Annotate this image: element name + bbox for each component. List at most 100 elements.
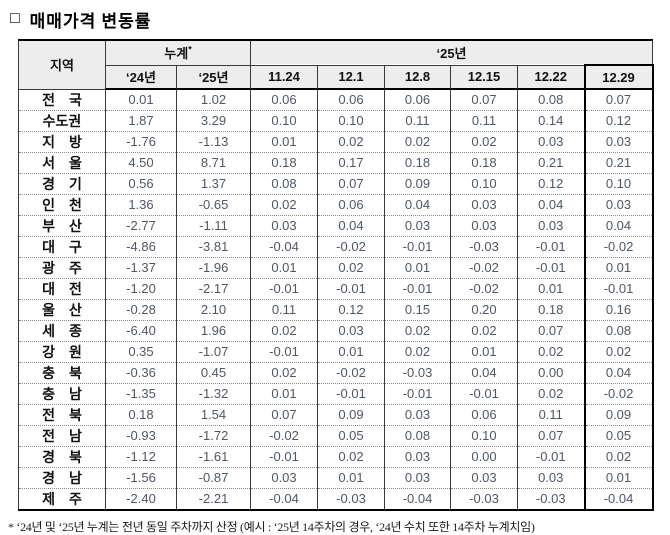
value-cell: 0.18 [250,152,318,174]
region-cell: 대 전 [18,278,106,300]
value-cell: -0.02 [450,278,518,300]
value-cell: -0.01 [317,278,385,300]
value-cell: 0.07 [517,320,585,342]
value-cell: 0.07 [517,425,585,447]
value-cell: -4.86 [105,236,177,258]
value-cell: 0.02 [384,131,451,153]
region-cell: 제 주 [18,488,106,510]
value-cell: -0.03 [450,236,518,258]
value-cell: -0.01 [250,446,318,468]
table-row: 인 천 1.36 -0.65 0.02 0.06 0.04 0.03 0.04 0.03 [18,194,654,216]
value-cell: 0.03 [384,404,451,426]
value-cell: -2.40 [105,488,177,510]
title-square-bullet-icon: □ [10,9,21,27]
region-cell: 부 산 [18,215,106,237]
table-row: 전 북 0.18 1.54 0.07 0.09 0.03 0.06 0.11 0.09 [18,404,654,426]
value-cell: 0.02 [384,320,451,342]
value-cell: 0.56 [105,173,177,195]
value-cell: 0.09 [384,173,451,195]
value-cell-current-week: -0.02 [583,383,654,405]
value-cell: 0.14 [517,110,585,132]
column-header-cum-2024: ‘24년 [105,65,177,90]
value-cell: 0.03 [384,467,451,489]
value-cell: -0.03 [450,488,518,510]
value-cell: -0.01 [384,383,451,405]
value-cell: 0.00 [450,446,518,468]
value-cell: 0.03 [517,131,585,153]
table-row: 제 주 -2.40 -2.21 -0.04 -0.03 -0.04 -0.03 -0.03 -0… [18,488,654,510]
value-cell: 0.02 [517,341,585,363]
value-cell: 0.01 [250,131,318,153]
value-cell: 0.03 [517,467,585,489]
column-header-cum-2025: ‘25년 [176,65,251,90]
value-cell: 4.50 [105,152,177,174]
value-cell: 0.03 [317,320,385,342]
table-row: 경 남 -1.56 -0.87 0.03 0.01 0.03 0.03 0.03 0.01 [18,467,654,489]
column-header-week: 11.24 [250,65,318,90]
value-cell-current-week: 0.02 [583,341,654,363]
table-header: 지역 누계* ‘25년 ‘24년 ‘25년 11.24 12.1 12.8 12… [18,40,654,90]
value-cell: 0.02 [450,320,518,342]
column-header-week: 12.1 [317,65,385,90]
table-row: 수도권 1.87 3.29 0.10 0.10 0.11 0.11 0.14 0.12 [18,110,654,132]
value-cell: 0.11 [384,110,451,132]
value-cell: 0.02 [317,446,385,468]
year-2025-group-header: ‘25년 [249,40,654,66]
table-row: 광 주 -1.37 -1.96 0.01 0.02 0.01 -0.02 -0.01 0.01 [18,257,654,279]
value-cell: 0.01 [317,341,385,363]
value-cell: 0.15 [384,299,451,321]
region-cell: 전 남 [18,425,106,447]
table-row: 부 산 -2.77 -1.11 0.03 0.04 0.03 0.03 0.03 0.04 [18,215,654,237]
value-cell: -0.01 [517,257,585,279]
region-cell: 대 구 [18,236,106,258]
value-cell: -0.01 [250,278,318,300]
value-cell: 0.18 [450,152,518,174]
value-cell: 0.00 [517,362,585,384]
table-row: 서 울 4.50 8.71 0.18 0.17 0.18 0.18 0.21 0.21 [18,152,654,174]
value-cell: 0.04 [450,362,518,384]
value-cell: -0.02 [317,362,385,384]
value-cell-current-week: 0.02 [583,446,654,468]
value-cell: -0.02 [450,257,518,279]
value-cell: 0.12 [317,299,385,321]
region-cell: 서 울 [18,152,106,174]
price-change-table: 지역 누계* ‘25년 ‘24년 ‘25년 11.24 12.1 12.8 12… [18,39,654,511]
table-row: 경 북 -1.12 -1.61 -0.01 0.02 0.03 0.00 -0.01 0.02 [18,446,654,468]
region-cell: 울 산 [18,299,106,321]
value-cell: -6.40 [105,320,177,342]
value-cell: 1.54 [176,404,251,426]
value-cell: 0.01 [317,467,385,489]
value-cell: -3.81 [176,236,251,258]
cumulative-group-header: 누계* [105,40,251,66]
value-cell: 0.10 [450,425,518,447]
column-header-week: 12.8 [384,65,451,90]
value-cell: 0.02 [317,131,385,153]
value-cell: 0.02 [450,131,518,153]
value-cell: 0.03 [517,215,585,237]
value-cell-current-week: 0.01 [583,257,654,279]
value-cell: -0.04 [384,488,451,510]
value-cell: 0.09 [317,404,385,426]
value-cell: 0.02 [250,194,318,216]
value-cell: -2.77 [105,215,177,237]
value-cell: 0.02 [384,341,451,363]
value-cell: -0.36 [105,362,177,384]
value-cell: 0.06 [384,89,451,111]
region-cell: 전 북 [18,404,106,426]
region-cell: 경 남 [18,467,106,489]
value-cell: 0.06 [317,194,385,216]
value-cell: 0.04 [317,215,385,237]
value-cell: 8.71 [176,152,251,174]
value-cell: 1.02 [176,89,251,111]
value-cell: -0.01 [317,383,385,405]
value-cell-current-week: 0.12 [583,110,654,132]
value-cell-current-week: 0.21 [583,152,654,174]
table-row: 충 북 -0.36 0.45 0.02 -0.02 -0.03 0.04 0.00 0.04 [18,362,654,384]
value-cell: -1.37 [105,257,177,279]
value-cell: -0.01 [517,446,585,468]
table-row: 전 남 -0.93 -1.72 -0.02 0.05 0.08 0.10 0.07 0.05 [18,425,654,447]
value-cell-current-week: 0.03 [583,131,654,153]
value-cell: 0.10 [250,110,318,132]
value-cell: -0.28 [105,299,177,321]
value-cell-current-week: -0.04 [583,488,654,510]
